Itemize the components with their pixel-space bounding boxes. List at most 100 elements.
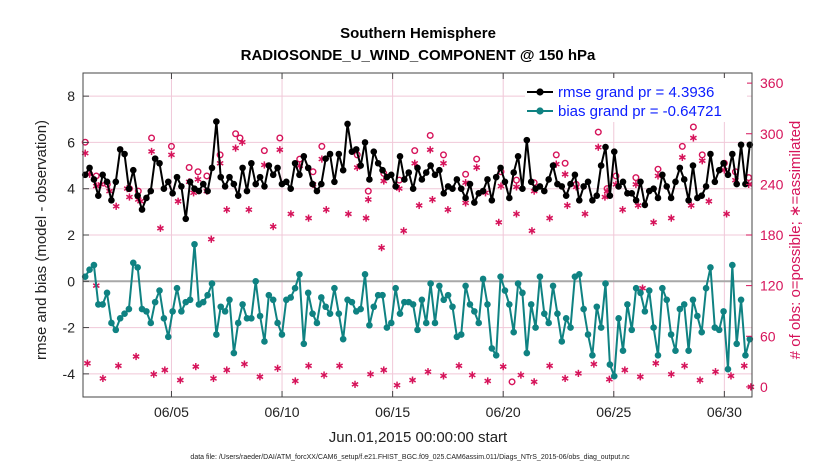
asterisk-stroke [696,377,704,383]
bias-point [615,315,622,322]
obs-assimilated-point [678,153,686,161]
rmse-point [549,162,557,169]
rmse-point [707,150,714,158]
rmse-point [291,159,299,167]
bias-point [81,273,89,280]
rmse-point [414,164,421,172]
rmse-point [199,180,207,188]
x-tick-label: 06/20 [486,404,521,420]
asterisk-stroke [590,361,598,367]
obs-possible-point [148,134,156,142]
asterisk-stroke [232,145,240,151]
bias-point [532,324,539,331]
rmse-point [357,162,364,169]
obs-possible-point [232,130,240,138]
asterisk-stroke [176,377,184,383]
rmse-point [322,155,329,162]
asterisk-stroke [336,363,344,369]
bias-point [90,261,98,269]
bias-point [733,340,740,348]
rmse-point [108,196,115,204]
asterisk-stroke [639,285,647,291]
data-file-footnote: data file: /Users/raeder/DAI/ATM_forcXX/… [190,454,630,461]
obs-assimilated-point [723,210,731,218]
bias-point [226,296,233,304]
rmse-point [283,178,290,186]
obs-assimilated-point [209,374,217,383]
asterisk-stroke [125,194,133,200]
obs-assimilated-point [546,214,554,222]
obs-possible-point [552,151,560,159]
chart-title: Southern Hemisphere [340,25,496,42]
y-axis-label-right: # of obs: o=possible; ∗=assimilated [787,121,804,360]
bias-point [248,315,255,322]
bias-point [541,310,548,317]
obs-assimilated-point [150,370,158,378]
bias-point [449,303,456,311]
obs-assimilated-point [291,377,299,385]
rmse-point [335,150,343,158]
asterisk-stroke [499,364,507,370]
obs-assimilated-point [223,206,231,214]
bias-point [134,264,141,271]
asterisk-stroke [497,183,505,189]
bias-point [606,361,614,368]
rmse-point [440,190,448,197]
obs-assimilated-point [336,362,344,370]
asterisk-stroke [223,207,231,213]
bias-point [335,310,343,317]
bias-point [659,284,666,292]
rmse-point [304,164,312,172]
obs-assimilated-point [444,206,452,214]
bias-point [112,326,120,334]
rmse-point [300,153,308,160]
obs-possible-point [260,147,268,155]
rmse-point [449,185,456,193]
bias-point [514,280,522,287]
legend-bias-label: bias grand pr = -0.64721 [558,103,722,120]
rmse-point [733,180,740,188]
obs-assimilated-point [517,371,525,379]
asterisk-stroke [561,375,569,381]
x-tick-label: 06/25 [596,404,631,420]
y-tick-label: 8 [67,88,75,104]
rmse-point [431,171,439,179]
obs-assimilated-point [740,362,748,370]
rmse-point [659,171,666,179]
axis-ticks: 06/05 06/10 06/15 06/20 06/25 06/30 -4 -2 0 2 4 6 8 0… [63,73,784,420]
rmse-point [615,183,622,190]
bias-point [387,319,395,327]
bias-point [501,287,509,294]
bias-point [256,312,264,320]
rmse-point [405,169,413,176]
asterisk-stroke [740,363,748,369]
asterisk-stroke [207,236,215,242]
asterisk-stroke [274,365,282,371]
asterisk-stroke [411,160,419,166]
bias-point [536,273,544,280]
rmse-point [702,183,710,190]
bias-point [562,315,570,322]
x-tick-label: 06/15 [375,404,410,420]
rmse-point [571,171,579,179]
obs-possible-point [439,151,447,159]
asterisk-stroke [132,354,140,359]
bias-point [519,289,526,297]
rmse-point [112,178,120,186]
obs-assimilated-point [362,214,370,222]
obs-possible-point [185,163,193,171]
bias-point [685,347,692,355]
asterisk-stroke [192,364,200,370]
obs-assimilated-point [528,227,536,235]
obs-assimilated-point [380,366,388,374]
rmse-point [720,159,727,167]
obs-assimilated-point [393,381,401,389]
rmse-point [173,173,181,181]
y-tick-label: 2 [67,227,75,243]
bias-point [326,310,334,317]
asterisk-stroke [687,203,695,208]
rmse-point [641,201,649,209]
rmse-point [392,183,399,190]
bias-point [318,294,325,301]
bias-point [191,240,198,248]
